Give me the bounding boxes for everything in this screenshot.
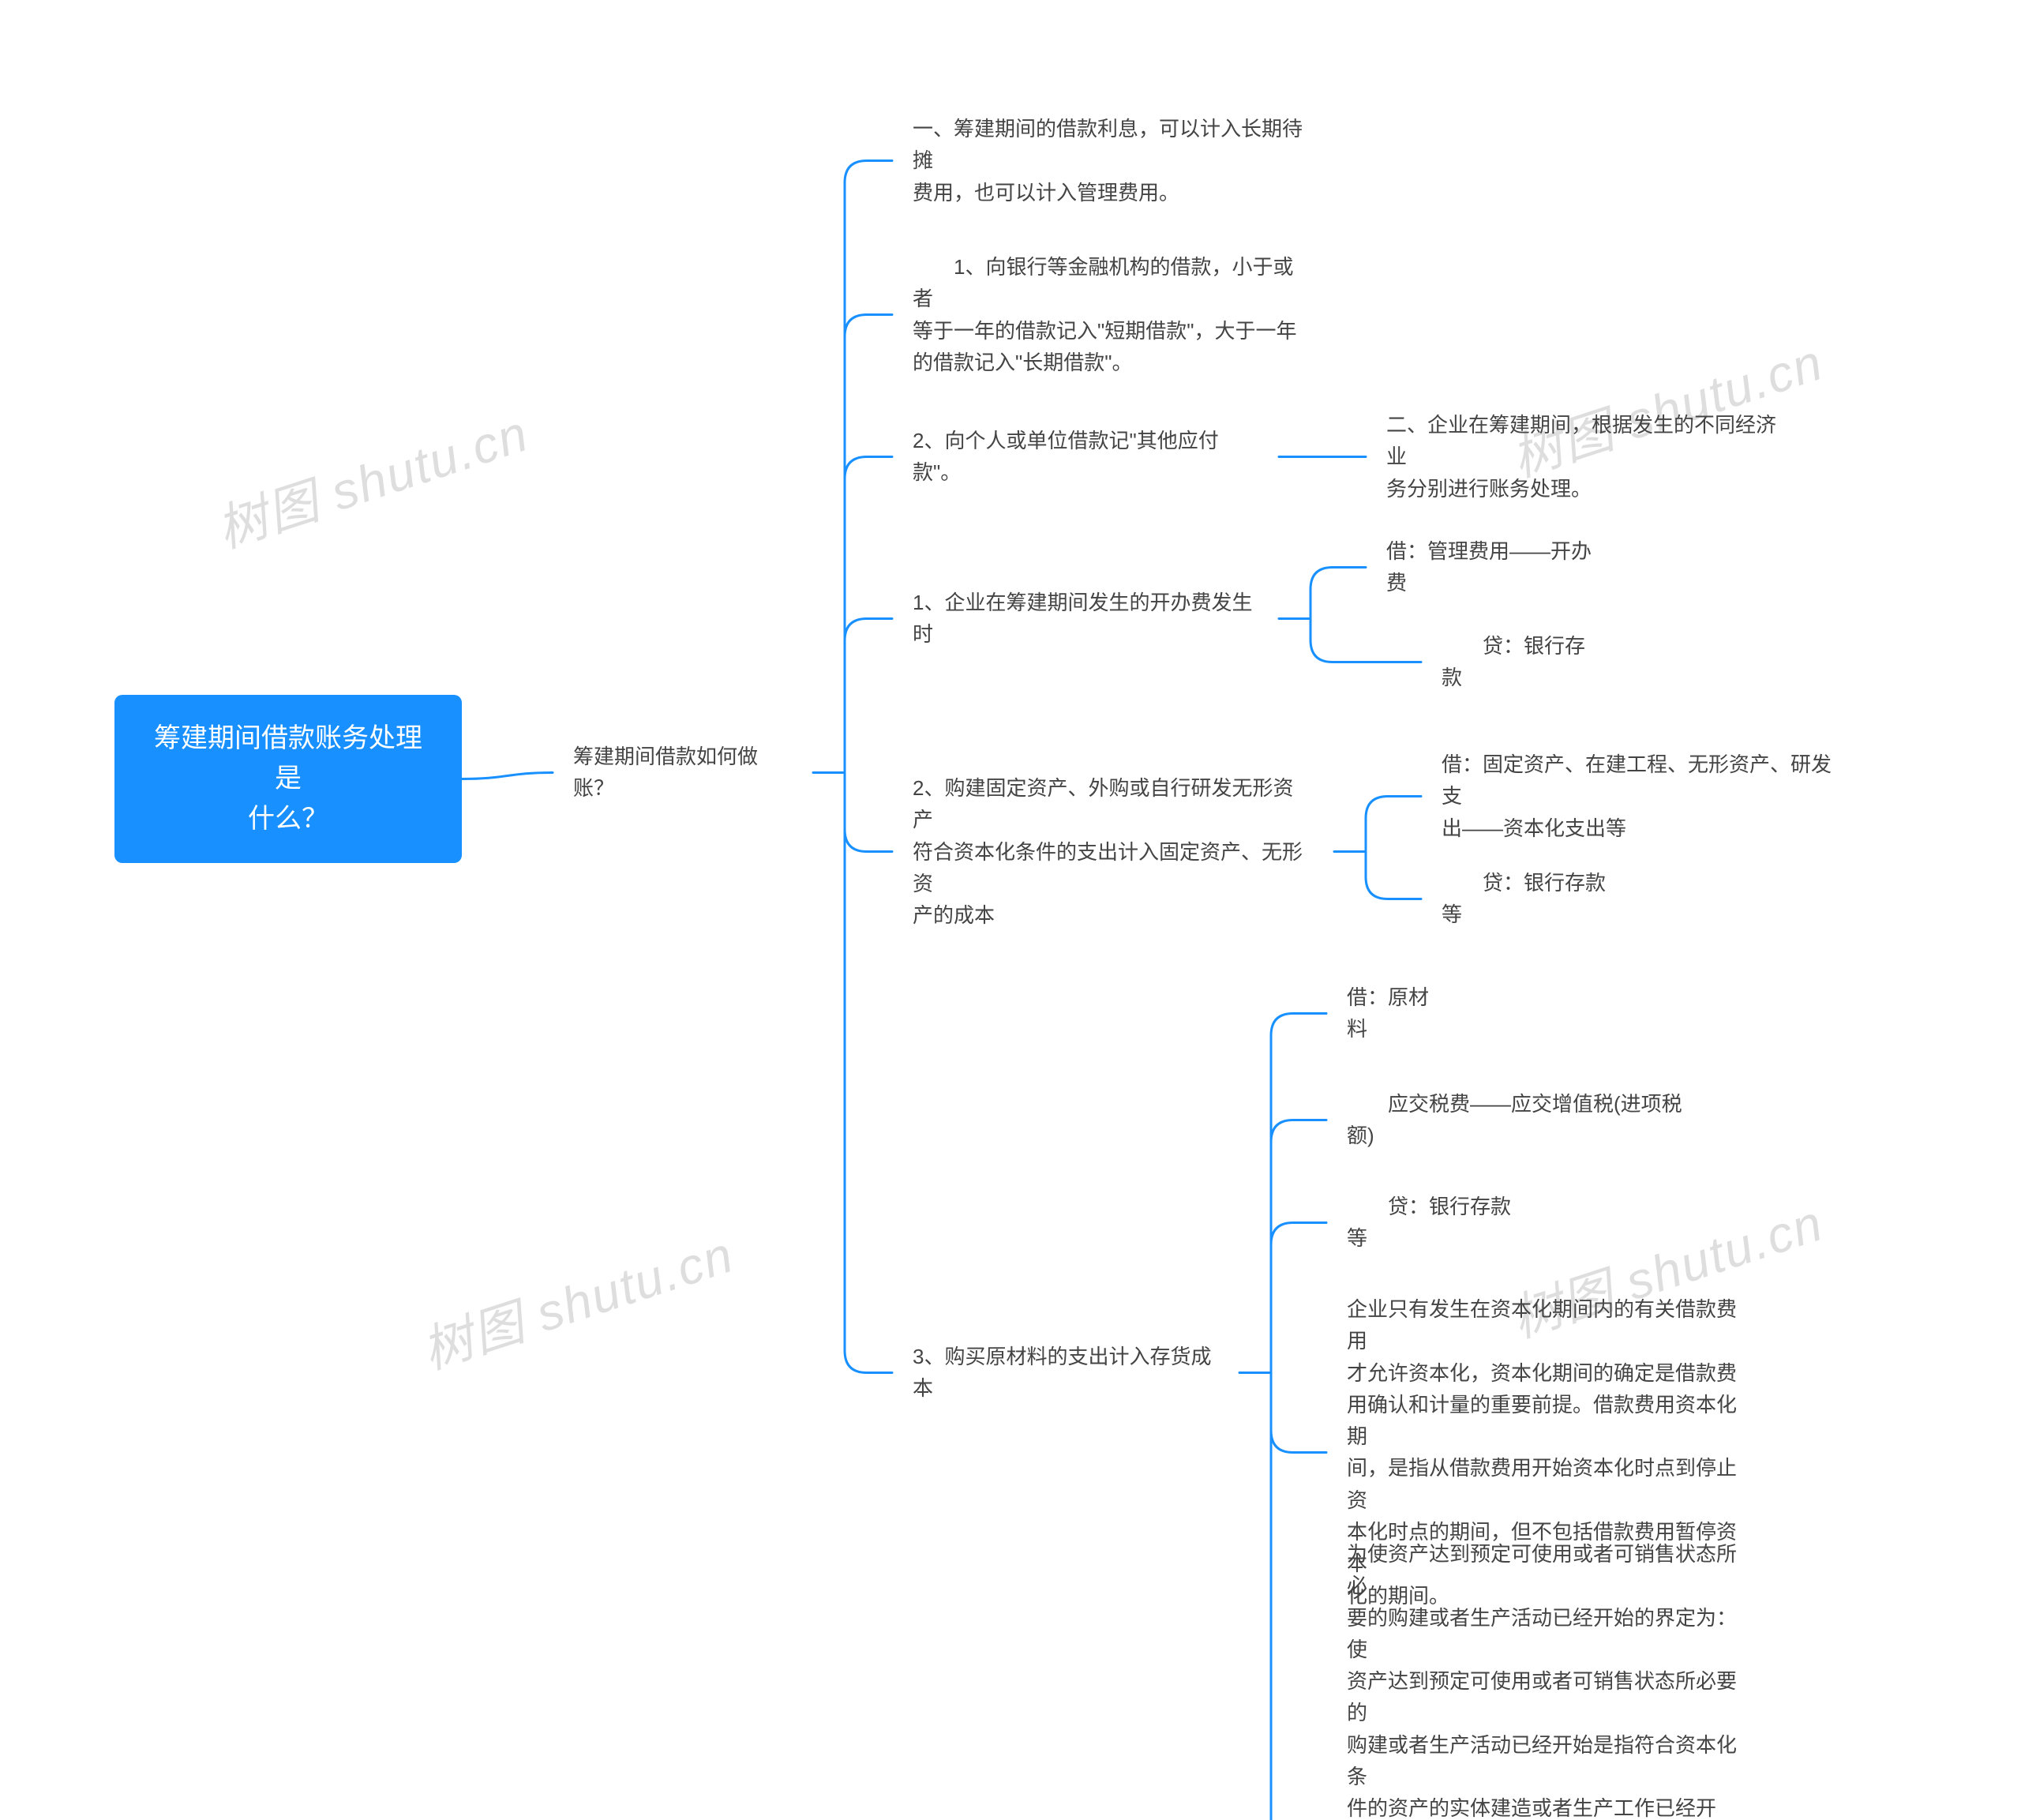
root-node[interactable]: 筹建期间借款账务处理是什么？ [114, 695, 462, 863]
mindmap-node[interactable]: 3、购买原材料的支出计入存货成本 [892, 1327, 1239, 1419]
connector [1271, 1014, 1326, 1373]
connector [845, 161, 892, 773]
connector [845, 773, 892, 1373]
connector [1310, 568, 1366, 619]
connector [1366, 797, 1421, 852]
mindmap-node[interactable]: 贷：银行存款等 [1421, 853, 1642, 945]
mindmap-node[interactable]: 为使资产达到预定可使用或者可销售状态所必要的购建或者生产活动已经开始的界定为：使… [1326, 1524, 1776, 1820]
connector [1271, 1120, 1326, 1373]
mindmap-node[interactable]: 2、向个人或单位借款记"其他应付款"。 [892, 411, 1279, 503]
mindmap-node[interactable]: 一、筹建期间的借款利息，可以计入长期待摊费用，也可以计入管理费用。 [892, 99, 1334, 223]
connector [845, 315, 892, 773]
connector [1310, 619, 1421, 662]
connector [1366, 852, 1421, 899]
mindmap-node[interactable]: 贷：银行存款等 [1326, 1176, 1547, 1269]
connector [845, 457, 892, 773]
mindmap-node[interactable]: 应交税费——应交增值税(进项税额) [1326, 1074, 1721, 1166]
mindmap-node[interactable]: 借：固定资产、在建工程、无形资产、研发支出——资本化支出等 [1421, 734, 1863, 858]
mindmap-node[interactable]: 二、企业在筹建期间，根据发生的不同经济业务分别进行账务处理。 [1366, 395, 1808, 519]
mindmap-node[interactable]: 筹建期间借款如何做账？ [553, 726, 813, 819]
connector [462, 773, 553, 779]
mindmap-node[interactable]: 1、向银行等金融机构的借款，小于或者等于一年的借款记入"短期借款"，大于一年的借… [892, 237, 1318, 392]
mindmap-node[interactable]: 1、企业在筹建期间发生的开办费发生时 [892, 572, 1279, 665]
connector [1271, 1373, 1326, 1453]
connector [1271, 1373, 1326, 1820]
connector [845, 619, 892, 773]
watermark: 树图 shutu.cn [207, 393, 537, 562]
mindmap-canvas: 树图 shutu.cn树图 shutu.cn树图 shutu.cn树图 shut… [0, 0, 2021, 1820]
connector [845, 773, 892, 852]
mindmap-node[interactable]: 贷：银行存款 [1421, 616, 1618, 708]
mindmap-node[interactable]: 借：原材料 [1326, 967, 1460, 1060]
mindmap-node[interactable]: 借：管理费用——开办费 [1366, 521, 1618, 614]
watermark: 树图 shutu.cn [412, 1214, 742, 1383]
mindmap-node[interactable]: 2、购建固定资产、外购或自行研发无形资产符合资本化条件的支出计入固定资产、无形资… [892, 758, 1334, 945]
connector [1271, 1223, 1326, 1373]
